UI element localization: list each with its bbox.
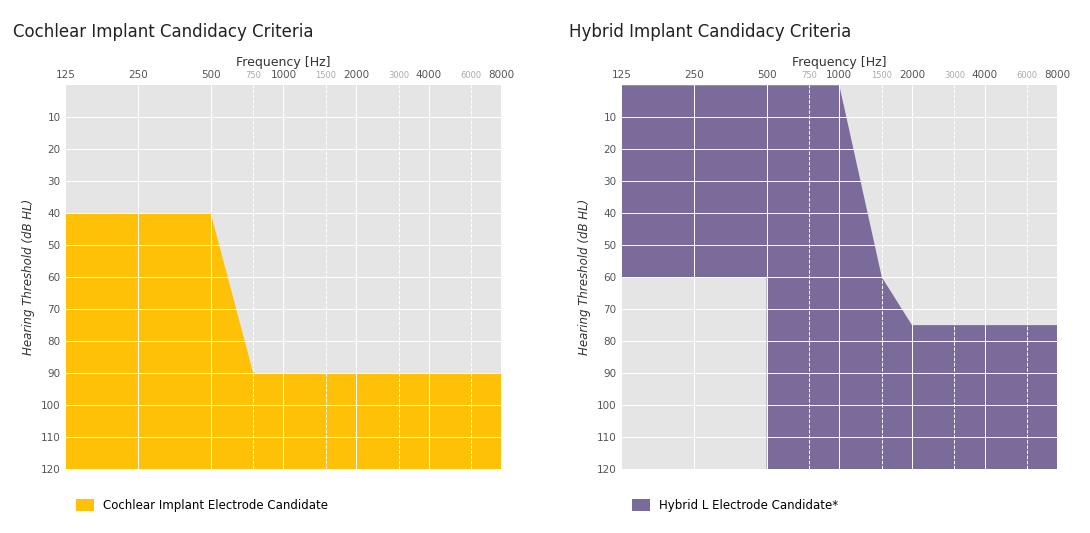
Legend: Cochlear Implant Electrode Candidate: Cochlear Implant Electrode Candidate	[71, 494, 332, 516]
Y-axis label: Hearing Threshold (dB HL): Hearing Threshold (dB HL)	[22, 199, 35, 356]
Text: Hybrid Implant Candidacy Criteria: Hybrid Implant Candidacy Criteria	[569, 23, 851, 41]
Legend: Hybrid L Electrode Candidate*: Hybrid L Electrode Candidate*	[627, 494, 843, 516]
X-axis label: Frequency [Hz]: Frequency [Hz]	[792, 56, 886, 69]
Text: Cochlear Implant Candidacy Criteria: Cochlear Implant Candidacy Criteria	[13, 23, 314, 41]
Y-axis label: Hearing Threshold (dB HL): Hearing Threshold (dB HL)	[578, 199, 591, 356]
X-axis label: Frequency [Hz]: Frequency [Hz]	[237, 56, 330, 69]
Polygon shape	[621, 85, 882, 277]
Polygon shape	[65, 213, 501, 469]
Polygon shape	[766, 277, 1057, 469]
